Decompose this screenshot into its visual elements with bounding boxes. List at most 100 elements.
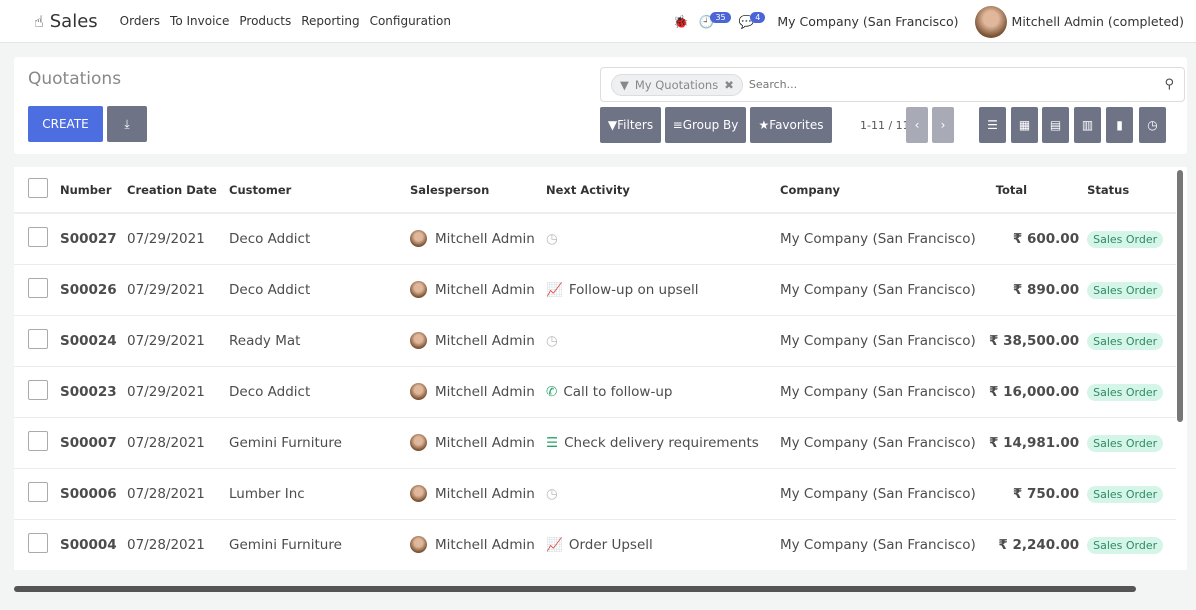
next-activity: Call to follow-up: [563, 383, 673, 400]
clock-icon[interactable]: ◷: [546, 230, 558, 247]
filter-icon: ▼: [620, 77, 629, 92]
col-next-activity[interactable]: Next Activity: [546, 167, 780, 214]
customer: Gemini Furniture: [229, 417, 410, 469]
col-number[interactable]: Number: [60, 167, 127, 214]
col-salesperson[interactable]: Salesperson: [410, 167, 546, 214]
view-list[interactable]: ☰: [979, 107, 1006, 143]
search-facet: ▼ My Quotations ✖: [611, 73, 743, 96]
remove-facet-icon[interactable]: ✖: [724, 77, 734, 92]
total: ₹ 2,240.00: [989, 519, 1088, 570]
user-avatar[interactable]: [974, 5, 1007, 38]
customer: Ready Mat: [229, 315, 410, 367]
salesperson: Mitchell Admin: [435, 485, 535, 502]
control-panel: Quotations CREATE ⤓ ▼My Quotations✖ ⚲ ▼F…: [14, 57, 1187, 154]
row-checkbox[interactable]: [28, 430, 48, 451]
clock-icon[interactable]: ◷: [546, 485, 558, 502]
menu-configuration[interactable]: Configuration: [369, 14, 451, 28]
search-icon[interactable]: ⚲: [1164, 77, 1174, 92]
pager-previous[interactable]: ‹: [906, 107, 928, 143]
select-all-checkbox[interactable]: [28, 178, 48, 198]
row-checkbox[interactable]: [28, 277, 48, 298]
create-button[interactable]: CREATE: [28, 106, 103, 142]
col-status[interactable]: Status: [1087, 167, 1176, 214]
company: My Company (San Francisco): [780, 468, 989, 520]
quotations-list: Number Creation Date Customer Salesperso…: [14, 167, 1187, 570]
salesperson-avatar: [410, 383, 427, 400]
tasks-icon[interactable]: ☰: [546, 434, 559, 451]
customer: Deco Addict: [229, 366, 410, 418]
status-badge: Sales Order: [1087, 332, 1164, 350]
customer: Lumber Inc: [229, 468, 410, 520]
creation-date: 07/29/2021: [127, 366, 229, 418]
filter-icon: ▼: [607, 118, 618, 132]
row-checkbox[interactable]: [28, 226, 48, 247]
col-creation-date[interactable]: Creation Date: [127, 167, 229, 214]
customer: Deco Addict: [229, 213, 410, 265]
row-checkbox[interactable]: [28, 328, 48, 349]
salesperson: Mitchell Admin: [435, 383, 535, 400]
salesperson-avatar: [410, 332, 427, 349]
row-checkbox[interactable]: [28, 481, 48, 502]
user-menu[interactable]: Mitchell Admin (completed): [1011, 14, 1184, 29]
salesperson-avatar: [410, 485, 427, 502]
pager-next[interactable]: ›: [932, 107, 954, 143]
status-badge: Sales Order: [1087, 383, 1164, 401]
view-calendar[interactable]: ▤: [1042, 107, 1069, 143]
table-row[interactable]: S00027 07/29/2021 Deco Addict Mitchell A…: [14, 213, 1176, 265]
vertical-scrollbar[interactable]: [1177, 170, 1183, 422]
total: ₹ 14,981.00: [989, 417, 1088, 469]
table-row[interactable]: S00026 07/29/2021 Deco Addict Mitchell A…: [14, 264, 1176, 316]
pager-value[interactable]: 1-11 / 11: [860, 119, 910, 132]
chart-line-icon[interactable]: 📈: [546, 536, 563, 553]
salesperson-avatar: [410, 536, 427, 553]
menu-orders[interactable]: Orders: [119, 14, 161, 28]
salesperson: Mitchell Admin: [435, 536, 535, 553]
salesperson-avatar: [410, 281, 427, 298]
order-number: S00023: [60, 366, 127, 418]
table-header: Number Creation Date Customer Salesperso…: [14, 167, 1176, 214]
filters-button[interactable]: ▼ Filters: [600, 107, 661, 143]
star-icon: ★: [758, 118, 770, 132]
customer: Gemini Furniture: [229, 519, 410, 570]
view-graph[interactable]: ▮: [1106, 107, 1133, 143]
activity-badge: 35: [710, 12, 731, 23]
horizontal-scrollbar[interactable]: [14, 586, 1136, 592]
page-title: Quotations: [28, 69, 122, 89]
col-customer[interactable]: Customer: [229, 167, 410, 214]
table-row[interactable]: S00024 07/29/2021 Ready Mat Mitchell Adm…: [14, 315, 1176, 367]
table-row[interactable]: S00006 07/28/2021 Lumber Inc Mitchell Ad…: [14, 468, 1176, 520]
main-menu: Orders To Invoice Products Reporting Con…: [120, 14, 461, 28]
menu-to-invoice[interactable]: To Invoice: [170, 14, 230, 28]
group-by-button[interactable]: ≡ Group By: [665, 107, 746, 143]
search-input[interactable]: [748, 78, 1165, 91]
list-icon: ☰: [987, 118, 998, 132]
col-total[interactable]: Total: [989, 167, 1088, 214]
download-button[interactable]: ⤓: [107, 106, 147, 142]
col-company[interactable]: Company: [780, 167, 989, 214]
table-row[interactable]: S00004 07/28/2021 Gemini Furniture Mitch…: [14, 519, 1176, 570]
view-pivot[interactable]: ▥: [1074, 107, 1101, 143]
chevron-left-icon: ‹: [914, 118, 920, 132]
company-switcher[interactable]: My Company (San Francisco): [777, 14, 959, 29]
calendar-icon: ▤: [1049, 118, 1062, 132]
view-activity[interactable]: ◷: [1139, 107, 1166, 143]
clock-icon[interactable]: ◷: [546, 332, 558, 349]
phone-icon[interactable]: ✆: [546, 383, 558, 400]
menu-reporting[interactable]: Reporting: [301, 14, 360, 28]
next-activity: Order Upsell: [568, 536, 653, 553]
salesperson-avatar: [410, 230, 427, 248]
order-number: S00007: [60, 417, 127, 469]
chart-line-icon[interactable]: 📈: [546, 281, 563, 298]
favorites-button[interactable]: ★ Favorites: [750, 107, 832, 143]
row-checkbox[interactable]: [28, 379, 48, 400]
status-badge: Sales Order: [1087, 281, 1164, 299]
table-row[interactable]: S00007 07/28/2021 Gemini Furniture Mitch…: [14, 417, 1176, 469]
menu-products[interactable]: Products: [239, 14, 292, 28]
view-kanban[interactable]: ▦: [1011, 107, 1038, 143]
app-brand[interactable]: ☝ Sales: [34, 10, 98, 32]
bug-icon[interactable]: 🐞: [673, 13, 689, 29]
total: ₹ 16,000.00: [989, 366, 1088, 418]
row-checkbox[interactable]: [28, 532, 48, 553]
table-row[interactable]: S00023 07/29/2021 Deco Addict Mitchell A…: [14, 366, 1176, 418]
status-badge: Sales Order: [1087, 536, 1164, 554]
